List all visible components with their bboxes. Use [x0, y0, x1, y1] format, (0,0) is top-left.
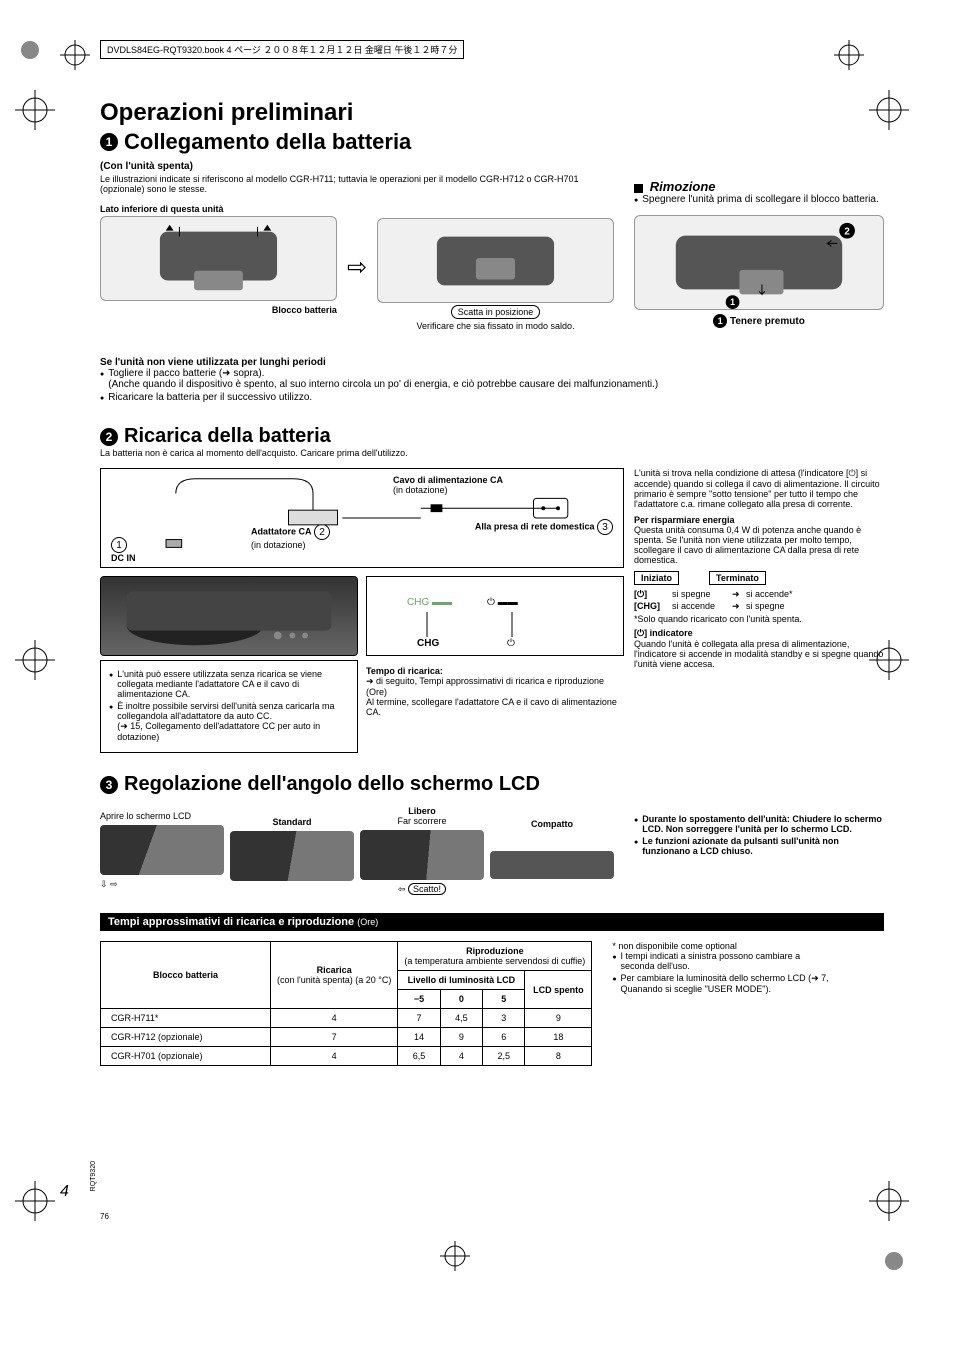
- note-star: * non disponibile come optional: [612, 941, 832, 951]
- energy-h: Per risparmiare energia: [634, 515, 884, 525]
- section1-heading: Collegamento della batteria: [124, 129, 411, 155]
- hold-label: 1 Tenere premuto: [634, 314, 884, 328]
- long-b2: Ricaricare la batteria per il successivo…: [100, 392, 884, 405]
- small-page-number: 76: [100, 1212, 109, 1221]
- tempo-h: Tempo di ricarica:: [366, 666, 443, 676]
- s1-intro: Le illustrazioni indicate si riferiscono…: [100, 174, 614, 194]
- tempo-l2: Al termine, scollegare l'adattatore CA e…: [366, 697, 617, 717]
- lcd-warn2: Le funzioni azionate da pulsanti sull'un…: [634, 836, 884, 856]
- long-period-h: Se l'unità non viene utilizzata per lung…: [100, 357, 884, 368]
- main-title: Operazioni preliminari: [100, 99, 884, 127]
- crop-mark-icon: [440, 1241, 470, 1271]
- square-bullet-icon: [634, 184, 643, 193]
- table-row: CGR-H711* 4 7 4,5 3 9: [101, 1009, 592, 1028]
- standby-note: L'unità si trova nella condizione di att…: [634, 468, 884, 509]
- table-row: CGR-H701 (opzionale) 4 6,5 4 2,5 8: [101, 1047, 592, 1066]
- color-bar-icon: [884, 1251, 904, 1271]
- tempo-l1: ➜ di seguito, Tempi approssimativi di ri…: [366, 676, 604, 697]
- battery-attach-diagram-1: [100, 216, 337, 301]
- crop-mark-icon: [15, 90, 55, 130]
- d2-caption: Verificare che sia fissato in modo saldo…: [377, 321, 614, 331]
- header-filename: DVDLS84EG-RQT9320.book 4 ページ ２００８年１２月１２日…: [100, 40, 464, 59]
- crop-mark-icon: [15, 1181, 55, 1221]
- arrow-icon: ⇨: [347, 253, 367, 282]
- side-code: RQT9320: [90, 1161, 97, 1191]
- battery-remove-diagram: 2 1: [634, 215, 884, 310]
- table-row: CGR-H712 (opzionale) 7 14 9 6 18: [101, 1028, 592, 1047]
- usage-note-box: L'unità può essere utilizzata senza rica…: [100, 660, 358, 753]
- step-2-badge: 2: [100, 428, 118, 446]
- lcd-angle-diagram-row: Aprire lo schermo LCD ⇩ ⇨ Standard Liber…: [100, 806, 614, 895]
- status-table: Iniziato Terminato [⏻]si spegne➜si accen…: [634, 571, 884, 669]
- svg-text:2: 2: [844, 227, 850, 238]
- energy-txt: Questa unità consuma 0,4 W di potenza an…: [634, 525, 884, 565]
- d2-label: Scatta in posizione: [451, 305, 541, 319]
- battery-attach-diagram-2: [377, 218, 614, 303]
- step-3-badge: 3: [100, 776, 118, 794]
- s1-subtitle: (Con l'unità spenta): [100, 161, 614, 172]
- rimozione-h: Rimozione: [650, 179, 716, 194]
- rimozione-text: Spegnere l'unità prima di scollegare il …: [634, 194, 884, 207]
- section3-heading: Regolazione dell'angolo dello schermo LC…: [124, 773, 540, 796]
- d1-label: Blocco batteria: [100, 305, 337, 315]
- times-heading-bar: Tempi approssimativi di ricarica e ripro…: [100, 913, 884, 931]
- step-1-badge: 1: [100, 133, 118, 151]
- charge-times-table: Blocco batteria Ricarica(con l'unità spe…: [100, 941, 592, 1066]
- note-b2: Per cambiare la luminosità dello schermo…: [612, 973, 832, 994]
- crop-mark-icon: [869, 1181, 909, 1221]
- lcd-warn1: Durante lo spostamento dell'unità: Chiud…: [634, 814, 884, 834]
- crop-mark-icon: [60, 40, 90, 70]
- crop-mark-icon: [869, 90, 909, 130]
- color-bar-icon: [20, 40, 40, 60]
- s2-intro: La batteria non è carica al momento dell…: [100, 448, 884, 458]
- note-b1: I tempi indicati a sinistra possono camb…: [612, 951, 832, 971]
- long-b1: Togliere il pacco batterie (➜ sopra).(An…: [100, 368, 884, 390]
- page-number: 4: [60, 1183, 69, 1201]
- charging-cable-diagram: 1 DC IN Adattatore CA 2 (in dotazione) C…: [100, 468, 624, 568]
- crop-mark-icon: [869, 640, 909, 680]
- svg-text:1: 1: [730, 297, 735, 307]
- d1-caption: Lato inferiore di questa unità: [100, 204, 337, 214]
- player-side-diagram: [100, 576, 358, 656]
- crop-mark-icon: [834, 40, 864, 70]
- section2-heading: Ricarica della batteria: [124, 425, 331, 448]
- chg-indicator-diagram: CHG ▬▬ ⏻ ▬▬ CHG ⏻: [366, 576, 624, 656]
- crop-mark-icon: [15, 640, 55, 680]
